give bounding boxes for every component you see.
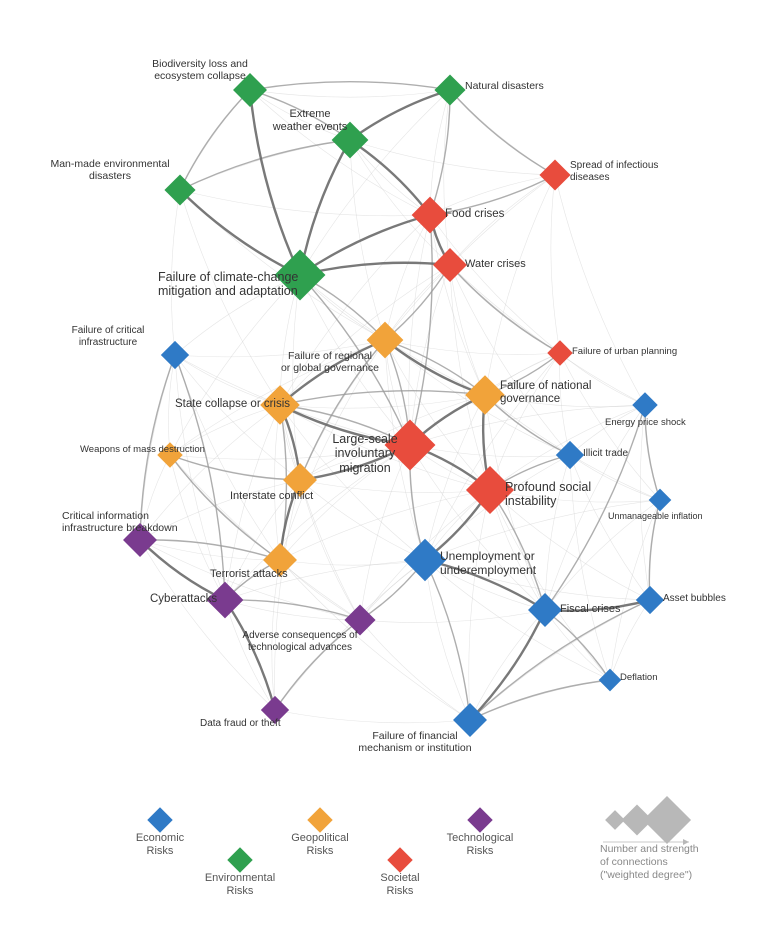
node-climate_fail — [275, 250, 326, 301]
node-migration — [385, 420, 436, 471]
node-energy_shock — [632, 392, 657, 417]
network-diagram: Biodiversity loss and ecosystem collapse… — [0, 0, 769, 930]
node-interstate — [283, 463, 317, 497]
node-deflation — [599, 669, 622, 692]
legend-technological: Technological Risks — [430, 832, 530, 858]
node-nat_gov — [465, 375, 505, 415]
node-crit_infra — [161, 341, 189, 369]
legend-societal: Societal Risks — [350, 872, 450, 898]
legend-geopolitical: Geopolitical Risks — [270, 832, 370, 858]
node-spread_disease — [539, 159, 570, 190]
node-extreme_weather — [332, 122, 369, 159]
node-fiscal_crises — [528, 593, 562, 627]
node-inflation — [649, 489, 672, 512]
node-tech_advances — [344, 604, 375, 635]
node-urban_plan — [547, 340, 572, 365]
node-unemployment — [404, 539, 446, 581]
node-soc_instab — [466, 466, 514, 514]
node-terrorist — [263, 543, 297, 577]
node-asset_bubbles — [636, 586, 664, 614]
legend-economic: Economic Risks — [110, 832, 210, 858]
legend-size-caption: Number and strength of connections ("wei… — [600, 843, 699, 882]
network-svg — [0, 0, 769, 930]
node-illicit_trade — [556, 441, 584, 469]
legend-environmental: Environmental Risks — [190, 872, 290, 898]
node-wmd — [157, 442, 182, 467]
